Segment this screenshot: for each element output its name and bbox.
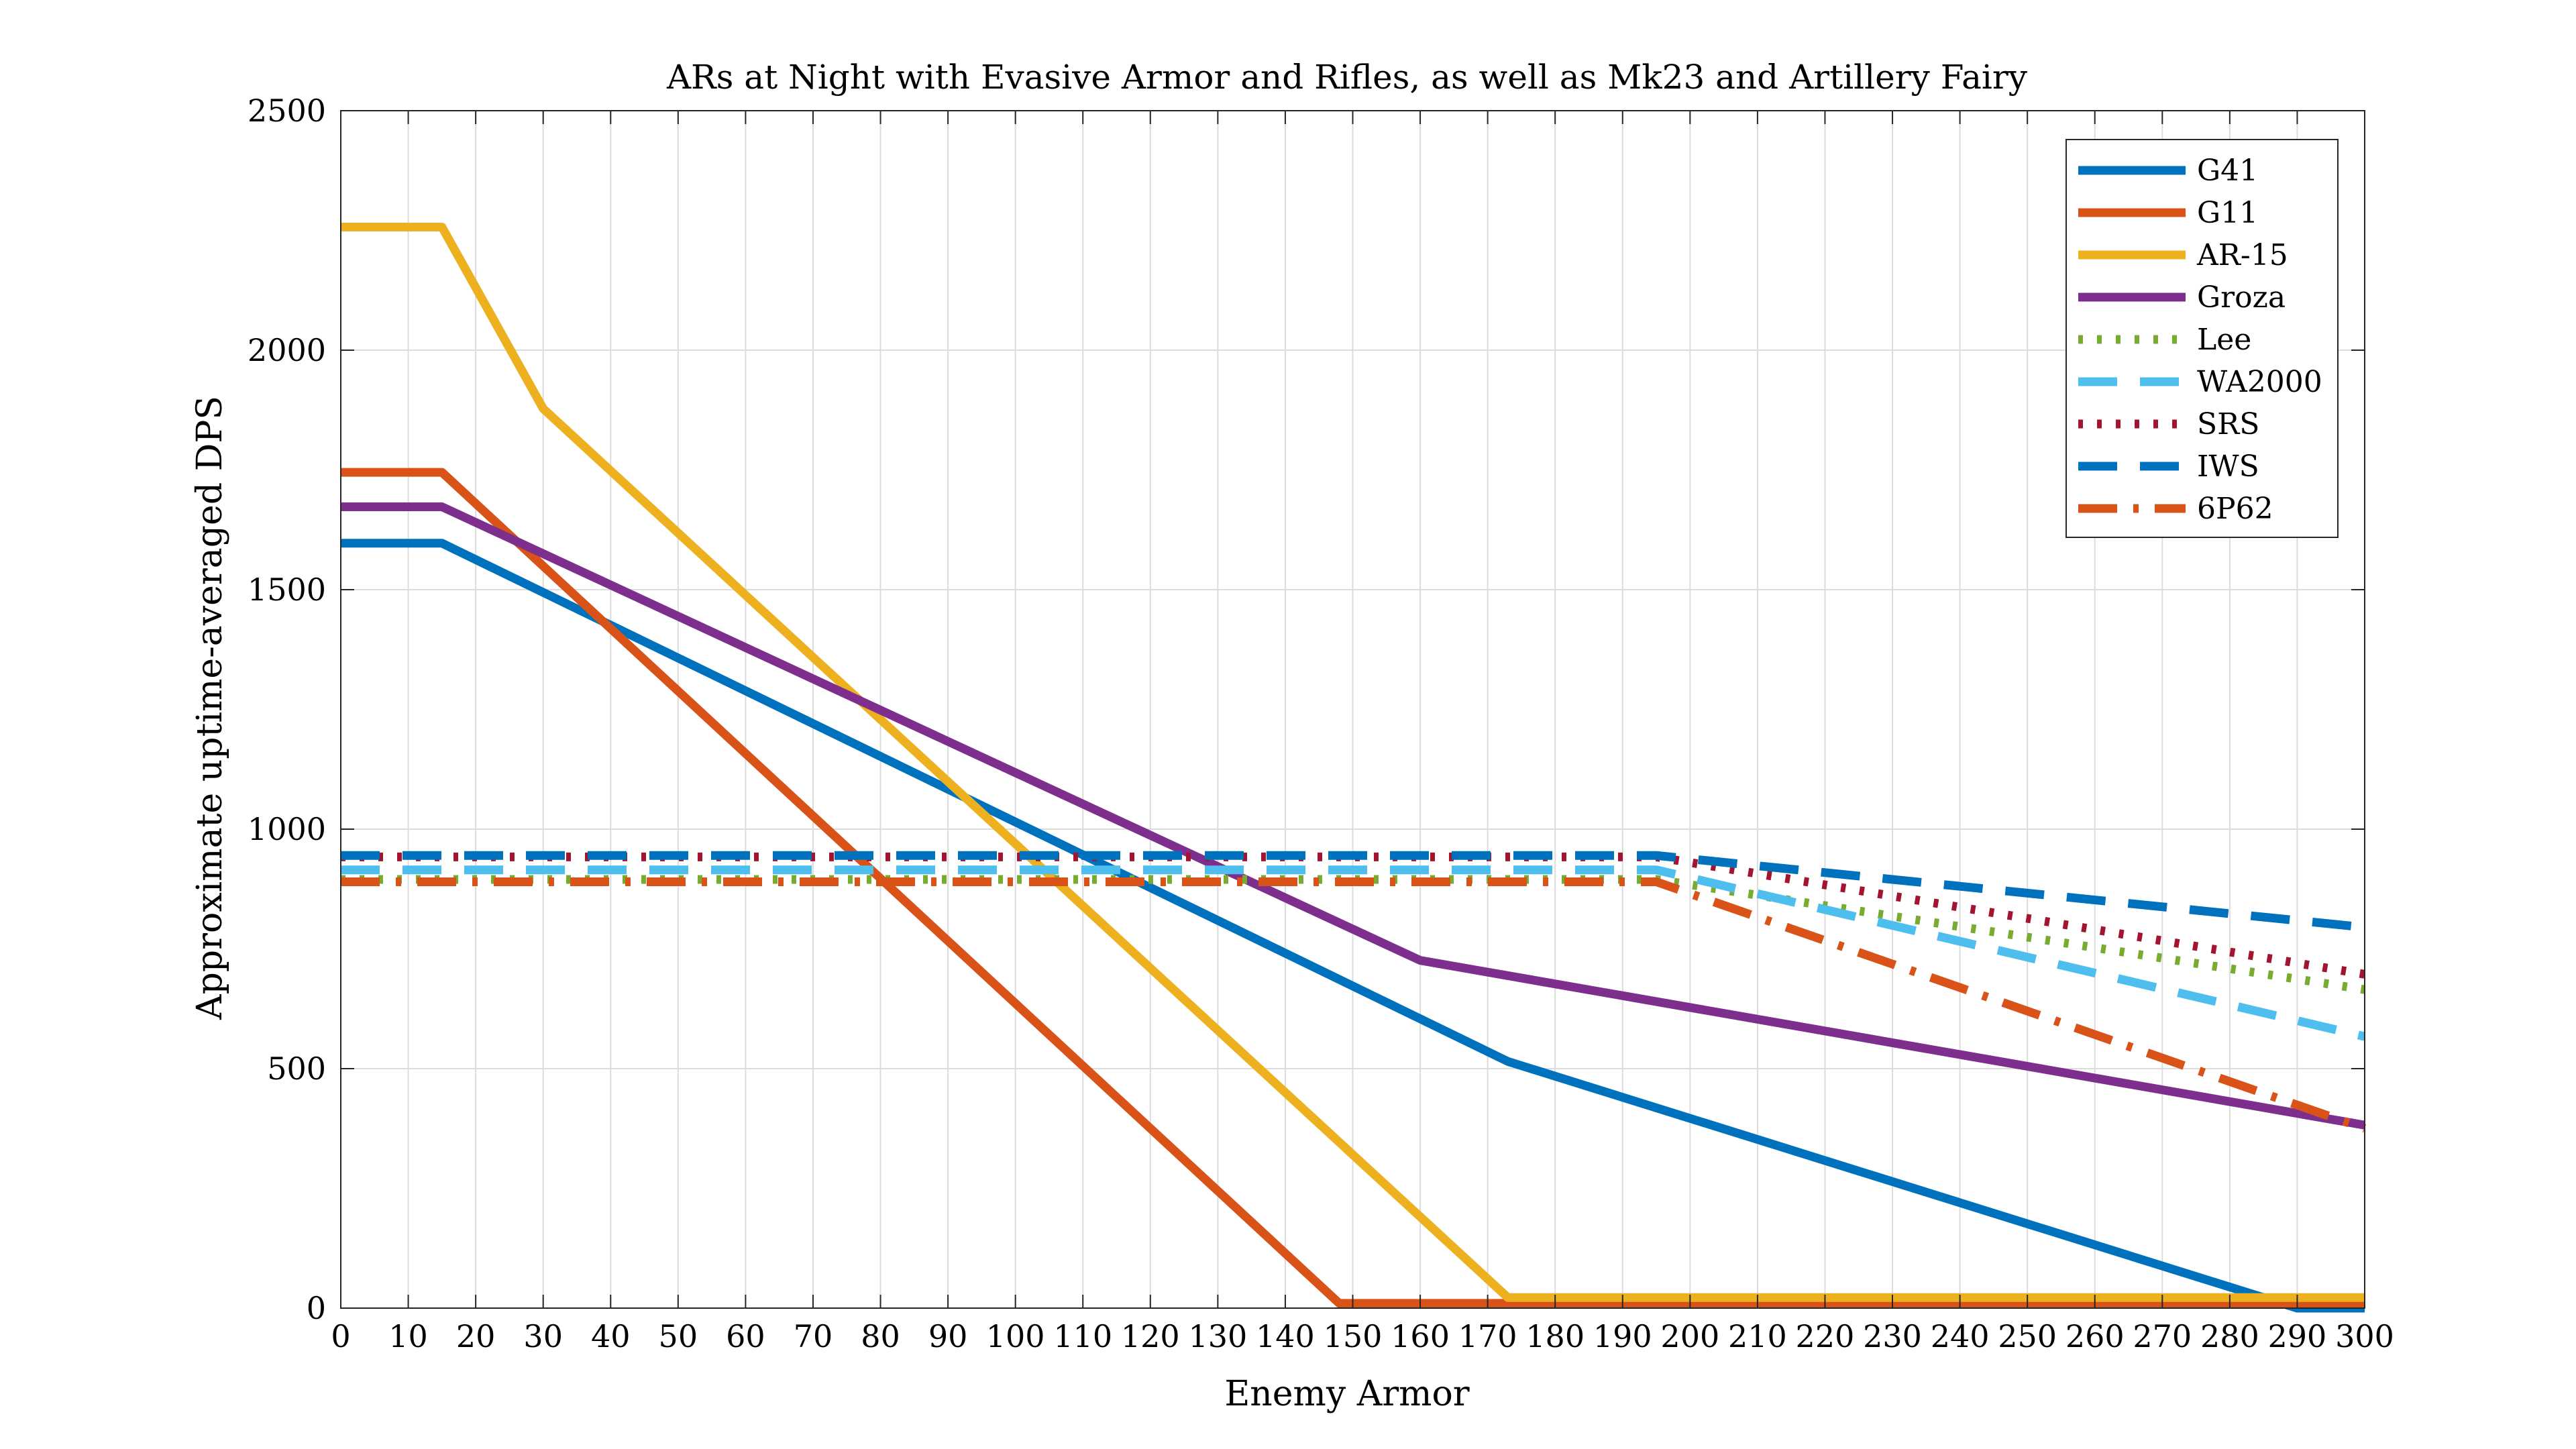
x-tick-label: 200 xyxy=(1660,1318,1719,1354)
x-tick-label: 240 xyxy=(1931,1318,1990,1354)
axis-ticks: 0 10 20 30 40 50 60 70 80 90 100 110 120 130 140 150 160… xyxy=(248,93,2394,1354)
x-tick-label: 180 xyxy=(1525,1318,1585,1354)
x-tick-label: 0 xyxy=(331,1318,350,1354)
x-tick-label: 70 xyxy=(794,1318,833,1354)
x-tick-label: 20 xyxy=(456,1318,496,1354)
x-tick-label: 230 xyxy=(1863,1318,1922,1354)
series-wa2000-line xyxy=(341,865,2366,1041)
series-iws-line xyxy=(341,851,2365,932)
x-tick-label: 160 xyxy=(1391,1318,1450,1354)
y-tick-label: 0 xyxy=(307,1290,326,1326)
x-axis-label: Enemy Armor xyxy=(1224,1374,1469,1414)
x-tick-label: 280 xyxy=(2200,1318,2259,1354)
x-tick-label: 30 xyxy=(523,1318,563,1354)
y-tick-label: 1000 xyxy=(248,811,326,847)
y-tick-label: 1500 xyxy=(248,572,326,608)
legend-label-groza: Groza xyxy=(2197,280,2286,315)
x-tick-label: 10 xyxy=(388,1318,428,1354)
legend-label-6p62: 6P62 xyxy=(2197,492,2273,526)
legend: G41 G11 AR-15 Groza Lee WA2000 SRS IWS 6P62 xyxy=(2065,139,2339,538)
x-tick-label: 130 xyxy=(1188,1318,1247,1354)
y-axis-label: Approximate uptime-averaged DPS xyxy=(190,396,230,1020)
x-tick-label: 120 xyxy=(1121,1318,1180,1354)
y-tick-label: 2000 xyxy=(248,332,326,368)
x-tick-label: 270 xyxy=(2133,1318,2192,1354)
x-tick-label: 220 xyxy=(1796,1318,1855,1354)
legend-label-g41: G41 xyxy=(2197,154,2258,188)
legend-label-iws: IWS xyxy=(2197,449,2259,484)
x-tick-label: 290 xyxy=(2268,1318,2327,1354)
x-tick-label: 250 xyxy=(1998,1318,2057,1354)
y-tick-label: 500 xyxy=(267,1051,326,1087)
series-g11-line xyxy=(341,468,2365,1308)
legend-label-wa2000: WA2000 xyxy=(2197,365,2322,399)
x-tick-label: 40 xyxy=(591,1318,631,1354)
x-tick-label: 150 xyxy=(1324,1318,1383,1354)
x-tick-label: 170 xyxy=(1458,1318,1517,1354)
legend-box xyxy=(2065,139,2339,538)
x-tick-label: 210 xyxy=(1728,1318,1787,1354)
x-tick-label: 50 xyxy=(659,1318,698,1354)
x-tick-label: 80 xyxy=(861,1318,900,1354)
y-tick-label: 2500 xyxy=(248,93,326,129)
legend-label-g11: G11 xyxy=(2197,196,2258,230)
x-tick-label: 300 xyxy=(2335,1318,2394,1354)
x-tick-label: 140 xyxy=(1256,1318,1315,1354)
x-tick-label: 110 xyxy=(1053,1318,1112,1354)
legend-label-ar-15: AR-15 xyxy=(2196,238,2288,272)
series-6p62-line xyxy=(341,877,2367,1133)
legend-label-srs: SRS xyxy=(2197,407,2259,441)
x-tick-label: 60 xyxy=(726,1318,765,1354)
series-ar-15-line xyxy=(341,223,2365,1302)
chart-title: ARs at Night with Evasive Armor and Rifl… xyxy=(666,58,2028,97)
x-tick-label: 90 xyxy=(928,1318,968,1354)
x-tick-label: 190 xyxy=(1593,1318,1652,1354)
x-tick-label: 260 xyxy=(2065,1318,2125,1354)
x-tick-label: 100 xyxy=(986,1318,1045,1354)
legend-label-lee: Lee xyxy=(2197,323,2251,357)
grid xyxy=(340,110,2365,1309)
series-groza-line xyxy=(341,502,2366,1130)
